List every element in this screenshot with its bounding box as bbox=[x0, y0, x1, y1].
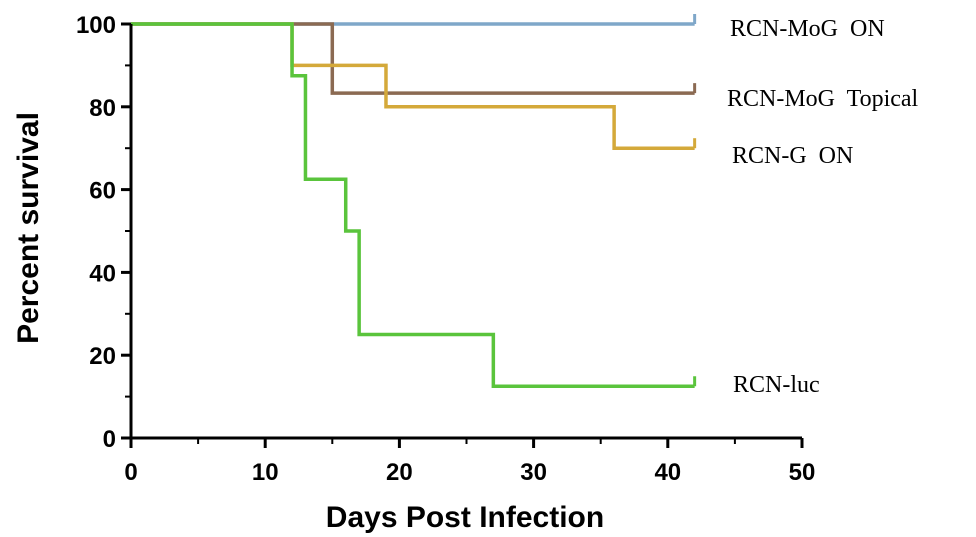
x-tick-label: 40 bbox=[654, 459, 681, 486]
y-tick-label: 80 bbox=[89, 95, 116, 122]
y-axis-title: Percent survival bbox=[12, 112, 45, 344]
x-tick-label: 30 bbox=[520, 459, 547, 486]
y-tick-label: 20 bbox=[89, 343, 116, 370]
series-labels: RCN-MoG ON RCN-MoG Topical RCN-G ON RCN-… bbox=[727, 16, 919, 398]
x-tick-label: 50 bbox=[789, 459, 816, 486]
x-axis: 0 10 20 30 40 50 bbox=[124, 436, 816, 486]
x-tick-label: 0 bbox=[124, 459, 137, 486]
y-tick-label: 40 bbox=[89, 260, 116, 287]
series-line-1 bbox=[131, 22, 695, 95]
series-label-rcn-luc: RCN-luc bbox=[733, 372, 820, 398]
series-label-rcn-mog-on: RCN-MoG ON bbox=[730, 16, 885, 42]
x-tick-label: 20 bbox=[386, 459, 413, 486]
series-line-2 bbox=[131, 22, 695, 150]
x-axis-title: Days Post Infection bbox=[326, 501, 604, 534]
series-label-rcn-mog-topical: RCN-MoG Topical bbox=[727, 86, 919, 112]
y-tick-label: 100 bbox=[76, 12, 116, 39]
y-tick-label: 0 bbox=[103, 426, 116, 453]
y-tick-label: 60 bbox=[89, 178, 116, 205]
x-tick-label: 10 bbox=[252, 459, 279, 486]
y-axis: 0 20 40 60 80 100 bbox=[76, 12, 133, 453]
plot-area bbox=[131, 14, 697, 388]
series-label-rcn-g-on: RCN-G ON bbox=[732, 143, 853, 169]
series-line-3 bbox=[131, 22, 695, 388]
